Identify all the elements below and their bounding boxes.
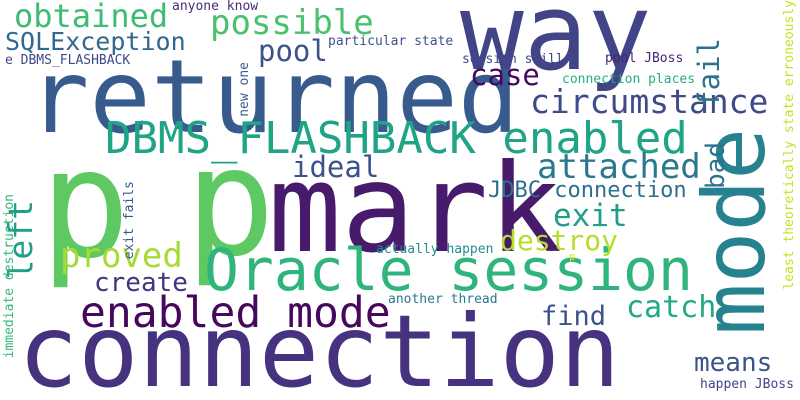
word-find: find bbox=[541, 301, 607, 332]
word-anyone-know: anyone know bbox=[172, 0, 259, 14]
word-proved: proved bbox=[60, 236, 183, 276]
word-circumstance: circumstance bbox=[530, 82, 769, 121]
word-dbms-flashback-enabled: DBMS_FLASHBACK enabled bbox=[105, 113, 688, 164]
word-means: means bbox=[694, 348, 773, 378]
word-least-theoretically-state-erroneously: least theoretically state erroneously bbox=[782, 0, 797, 290]
word-pool: pool bbox=[258, 34, 328, 68]
word-way: way bbox=[460, 0, 652, 94]
word-immediate-destruction: immediate destruction bbox=[2, 194, 17, 359]
word-another-thread: another thread bbox=[388, 292, 498, 307]
word-sqlexception: SQLException bbox=[5, 27, 186, 56]
word-case: case bbox=[470, 58, 540, 92]
word-connection-places: connection places bbox=[562, 72, 696, 87]
word-catch: catch bbox=[626, 290, 717, 325]
word-p-second: p bbox=[185, 116, 276, 290]
word-new-one: new one bbox=[237, 62, 252, 117]
word-ideal: ideal bbox=[292, 150, 380, 184]
word-oracle-session: Oracle session bbox=[204, 236, 693, 304]
word-particular-state: particular state bbox=[328, 34, 454, 49]
word-p: p bbox=[40, 118, 131, 292]
word-p-small: p bbox=[569, 250, 576, 263]
word-returned: returned bbox=[28, 38, 520, 157]
word-jdbc-connection: JDBC connection bbox=[488, 178, 687, 203]
word-destroy: destroy bbox=[500, 224, 619, 257]
word-connection: connection bbox=[18, 293, 621, 400]
word-exit: exit bbox=[553, 198, 628, 234]
word-possible: possible bbox=[210, 3, 374, 43]
word-fail: fail bbox=[692, 38, 726, 108]
word-exit-fails: exit fails bbox=[122, 181, 137, 260]
word-bad: bad bbox=[701, 142, 731, 189]
word-mark: mark bbox=[268, 138, 562, 280]
word-pool-jboss: pool JBoss bbox=[605, 51, 684, 66]
word-create: create bbox=[94, 268, 188, 298]
word-obtained: obtained bbox=[14, 0, 169, 35]
word-session-still: session still bbox=[462, 52, 564, 67]
word-actually-happen: actually happen bbox=[376, 242, 494, 257]
word-attached: attached bbox=[537, 147, 701, 187]
word-happen-jboss: happen JBoss bbox=[700, 377, 794, 392]
word-e-dbms-flashback: e DBMS_FLASHBACK bbox=[5, 53, 131, 68]
word-enabled-mode: enabled mode bbox=[80, 288, 391, 338]
